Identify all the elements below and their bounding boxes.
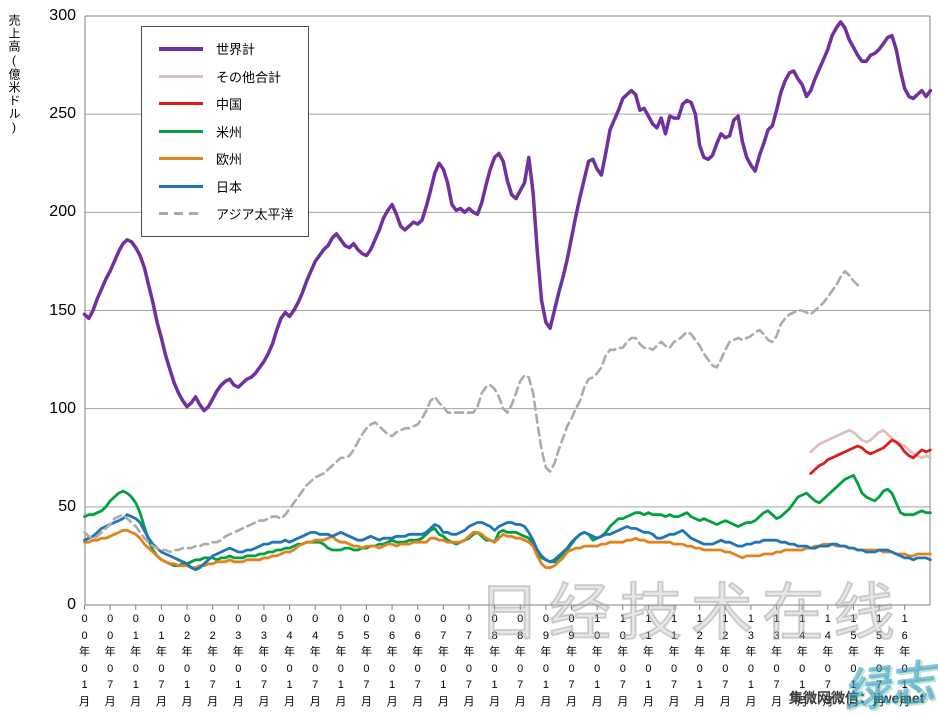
x-tick-label: 1 1 年 0 1 月 bbox=[642, 613, 654, 708]
y-tick-label: 0 bbox=[67, 596, 76, 613]
x-tick-label: 1 5 年 0 1 月 bbox=[847, 613, 859, 708]
legend-item-others-total: その他合計 bbox=[142, 63, 308, 91]
x-tick-label: 0 0 年 0 7 月 bbox=[104, 613, 116, 708]
series-line-others-total bbox=[809, 428, 932, 460]
x-tick-label: 1 4 年 0 1 月 bbox=[796, 613, 808, 708]
legend-swatch-asia-pacific bbox=[159, 212, 203, 216]
x-tick-label: 1 4 年 0 7 月 bbox=[822, 613, 834, 708]
legend-label: アジア太平洋 bbox=[216, 207, 294, 223]
nikkei-watermark: 日经技术在线 bbox=[477, 578, 905, 649]
x-tick-label: 0 5 年 0 1 月 bbox=[335, 613, 347, 708]
legend-swatch-japan bbox=[159, 184, 203, 188]
x-tick-label: 1 3 年 0 1 月 bbox=[745, 613, 757, 708]
legend-item-europe: 欧州 bbox=[142, 145, 308, 173]
x-tick-label: 1 0 年 0 7 月 bbox=[617, 613, 629, 708]
series-line-europe bbox=[83, 529, 932, 570]
x-tick-label: 0 9 年 0 7 月 bbox=[566, 613, 577, 708]
y-tick-label: 200 bbox=[49, 203, 76, 221]
series-line-china bbox=[809, 438, 932, 475]
legend: 世界計その他合計中国米州欧州日本アジア太平洋 bbox=[141, 26, 309, 237]
legend-swatch-americas bbox=[159, 129, 203, 133]
x-tick-label: 1 5 年 0 7 月 bbox=[873, 613, 885, 708]
x-tick-label: 0 9 年 0 1 月 bbox=[540, 613, 552, 708]
series-line-americas bbox=[83, 473, 932, 568]
x-tick-label: 0 2 年 0 7 月 bbox=[207, 613, 219, 708]
legend-label: 米州 bbox=[216, 124, 243, 140]
jiweinet-watermark: 集微网微信：jiweinet bbox=[789, 690, 925, 706]
x-tick-label: 0 7 年 0 7 月 bbox=[463, 613, 475, 708]
legend-label: 日本 bbox=[216, 179, 243, 195]
x-tick-label: 0 5 年 0 7 月 bbox=[360, 613, 372, 708]
y-tick-label: 100 bbox=[49, 399, 76, 417]
legend-item-world: 世界計 bbox=[142, 35, 308, 63]
y-axis-title: 売上高(億米ドル) bbox=[7, 14, 21, 135]
legend-swatch-world bbox=[159, 46, 203, 51]
legend-label: 世界計 bbox=[216, 42, 256, 58]
x-tick-label: 1 2 年 0 7 月 bbox=[719, 613, 731, 708]
x-tick-label: 0 3 年 0 7 月 bbox=[258, 613, 270, 708]
legend-item-china: 中国 bbox=[142, 90, 308, 118]
x-tick-label: 1 3 年 0 7 月 bbox=[771, 613, 783, 708]
x-tick-label: 0 3 年 0 1 月 bbox=[232, 613, 244, 708]
x-tick-label: 0 6 年 0 1 月 bbox=[386, 613, 398, 708]
legend-item-asia-pacific: アジア太平洋 bbox=[142, 200, 308, 228]
series-line-world bbox=[82, 20, 933, 413]
y-tick-label: 150 bbox=[49, 301, 76, 319]
x-tick-label: 0 0 年 0 1 月 bbox=[79, 613, 90, 708]
y-tick-label: 50 bbox=[58, 497, 76, 515]
legend-item-americas: 米州 bbox=[142, 118, 308, 146]
legend-swatch-china bbox=[159, 102, 203, 106]
y-tick-label: 300 bbox=[49, 7, 76, 24]
x-tick-label: 0 4 年 0 1 月 bbox=[284, 613, 296, 708]
x-tick-label: 0 7 年 0 1 月 bbox=[437, 613, 449, 708]
x-tick-label: 1 0 年 0 1 月 bbox=[591, 613, 603, 708]
legend-label: 欧州 bbox=[216, 152, 243, 168]
legend-swatch-europe bbox=[159, 157, 203, 161]
series-line-asia-pacific bbox=[83, 269, 864, 554]
x-tick-label: 1 2 年 0 1 月 bbox=[694, 613, 706, 708]
x-tick-label: 0 6 年 0 7 月 bbox=[412, 613, 424, 708]
series-line-japan bbox=[83, 513, 932, 572]
x-tick-label: 0 1 年 0 1 月 bbox=[130, 613, 142, 708]
y-tick-label: 250 bbox=[49, 105, 76, 123]
x-tick-label: 0 8 年 0 1 月 bbox=[489, 613, 501, 708]
legend-label: その他合計 bbox=[216, 69, 282, 85]
x-tick-label: 1 6 年 0 1 月 bbox=[899, 613, 911, 708]
legend-item-japan: 日本 bbox=[142, 173, 308, 201]
x-tick-label: 1 1 年 0 7 月 bbox=[668, 613, 680, 708]
legend-swatch-others-total bbox=[159, 74, 203, 78]
legend-label: 中国 bbox=[216, 97, 243, 113]
x-tick-label: 0 4 年 0 7 月 bbox=[309, 613, 321, 708]
x-tick-label: 0 1 年 0 7 月 bbox=[155, 613, 167, 708]
x-tick-label: 0 8 年 0 7 月 bbox=[514, 613, 526, 708]
x-tick-label: 0 2 年 0 1 月 bbox=[181, 613, 193, 708]
